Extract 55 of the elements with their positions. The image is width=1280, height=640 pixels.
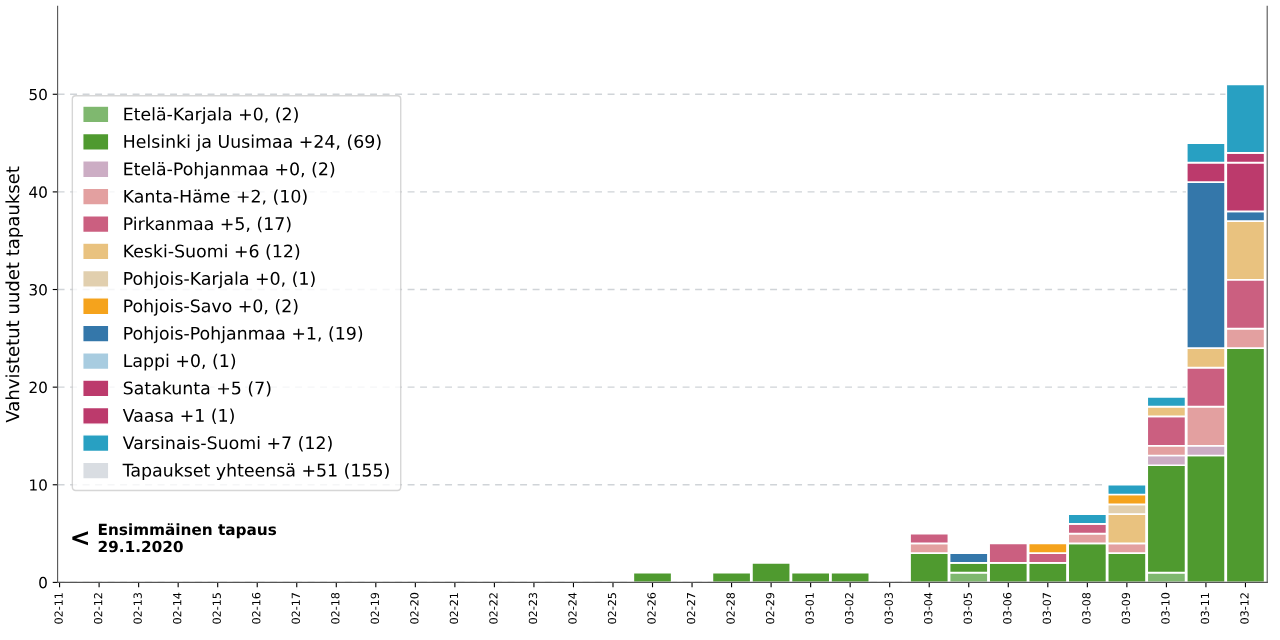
x-tick-label: 02-22: [489, 593, 498, 624]
legend-label: Etelä-Karjala +0, (2): [124, 107, 298, 124]
x-tick-label: 03-12: [1240, 593, 1249, 624]
legend-label: Satakunta +5 (7): [123, 381, 271, 397]
legend-label: Etelä-Pohjanmaa +0, (2): [124, 161, 335, 179]
legend-label: Vaasa +1 (1): [122, 408, 234, 425]
x-tick-label: 02-26: [647, 592, 656, 624]
x-tick-label: 02-12: [93, 593, 103, 624]
x-tick-label: 03-09: [1121, 592, 1131, 624]
x-tick-label: 03-11: [1200, 593, 1210, 624]
y-tick-label: 0: [39, 576, 47, 589]
x-tick-label: 03-08: [1082, 592, 1091, 624]
x-tick-label: 02-21: [449, 593, 459, 624]
x-tick-label: 02-14: [172, 592, 182, 624]
x-tick-label: 03-06: [1003, 592, 1012, 624]
x-tick-label: 02-23: [528, 593, 538, 624]
x-tick-label: 02-13: [133, 593, 142, 624]
legend-label: Pohjois-Pohjanmaa +1, (19): [124, 326, 363, 344]
y-tick-label: 20: [29, 381, 47, 394]
legend-label: Lappi +0, (1): [124, 353, 236, 371]
y-tick-label: 30: [29, 283, 47, 296]
annotation: Ensimmäinen tapaus 29.1.2020: [98, 523, 277, 553]
legend-label: Kanta-Häme +2, (10): [124, 189, 307, 205]
legend-label: Helsinki ja Uusimaa +24, (69): [124, 134, 381, 152]
x-tick-label: 03-02: [844, 593, 854, 624]
legend-label: Tapaukset yhteensä +51 (155): [122, 463, 389, 481]
x-tick-label: 02-15: [212, 593, 221, 624]
x-tick-label: 03-05: [963, 593, 972, 624]
legend-label: Varsinais-Suomi +7 (12): [122, 435, 332, 452]
annotation: <: [72, 531, 88, 546]
legend-label: Keski-Suomi +6 (12): [124, 244, 300, 260]
x-tick-label: 02-11: [54, 593, 63, 624]
y-tick-label: 50: [29, 88, 47, 101]
x-tick-label: 02-19: [370, 592, 380, 624]
x-tick-label: 02-18: [331, 592, 340, 624]
x-tick-label: 02-29: [765, 592, 775, 624]
bar: [632, 571, 673, 583]
x-tick-label: 03-07: [1042, 593, 1052, 624]
x-tick-label: 02-25: [607, 593, 617, 624]
legend-label: Pirkanmaa +5, (17): [124, 216, 291, 233]
x-tick-label: 02-28: [726, 592, 735, 624]
x-tick-label: 02-17: [291, 593, 300, 624]
y-tick-label: 40: [29, 186, 47, 198]
x-tick-label: 02-20: [410, 592, 419, 624]
y-axis-title: Vahvistetut uudet tapaukset: [5, 166, 23, 423]
x-tick-label: 02-27: [686, 593, 696, 624]
x-tick-label: 02-24: [568, 592, 577, 624]
x-tick-label: 03-01: [805, 593, 814, 624]
x-tick-label: 03-04: [924, 592, 933, 624]
x-tick-label: 03-03: [884, 593, 893, 624]
x-tick-label: 02-16: [252, 592, 261, 624]
legend-label: Pohjois-Karjala +0, (1): [124, 271, 315, 289]
x-tick-label: 03-10: [1161, 592, 1170, 624]
y-tick-label: 10: [30, 479, 47, 491]
legend-label: Pohjois-Savo +0, (2): [124, 298, 298, 316]
